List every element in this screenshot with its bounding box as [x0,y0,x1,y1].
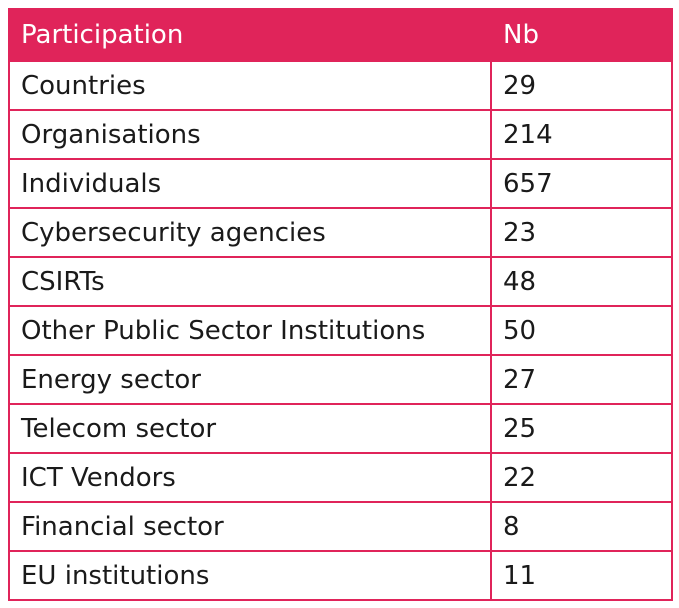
table-row: Countries 29 [8,60,673,111]
count-cell: 25 [490,403,673,454]
count-cell: 657 [490,158,673,209]
table-row: CSIRTs 48 [8,256,673,307]
table-row: Organisations 214 [8,109,673,160]
label-cell: EU institutions [8,550,492,601]
count-cell: 27 [490,354,673,405]
label-cell: ICT Vendors [8,452,492,503]
label-cell: Financial sector [8,501,492,552]
table-row: Financial sector 8 [8,501,673,552]
label-cell: Countries [8,60,492,111]
count-cell: 23 [490,207,673,258]
count-cell: 22 [490,452,673,503]
count-cell: 214 [490,109,673,160]
participation-table: Participation Nb Countries 29 Organisations… [8,8,673,601]
header-cell: Participation [8,8,492,62]
table-row: Other Public Sector Institutions 50 [8,305,673,356]
table-row: Individuals 657 [8,158,673,209]
table-container: Participation Nb Countries 29 Organisations… [8,8,673,601]
table-row: ICT Vendors 22 [8,452,673,503]
label-cell: CSIRTs [8,256,492,307]
table-row: Cybersecurity agencies 23 [8,207,673,258]
table-row: EU institutions 11 [8,550,673,601]
label-cell: Telecom sector [8,403,492,454]
count-cell: 8 [490,501,673,552]
count-cell: 48 [490,256,673,307]
header-row: Participation Nb [8,8,673,62]
count-cell: 50 [490,305,673,356]
count-cell: 11 [490,550,673,601]
label-cell: Cybersecurity agencies [8,207,492,258]
header-cell: Nb [490,8,673,62]
table-body: Countries 29 Organisations 214 Individuals 65… [8,60,673,601]
count-cell: 29 [490,60,673,111]
label-cell: Individuals [8,158,492,209]
table-row: Telecom sector 25 [8,403,673,454]
label-cell: Organisations [8,109,492,160]
table-row: Energy sector 27 [8,354,673,405]
label-cell: Energy sector [8,354,492,405]
label-cell: Other Public Sector Institutions [8,305,492,356]
